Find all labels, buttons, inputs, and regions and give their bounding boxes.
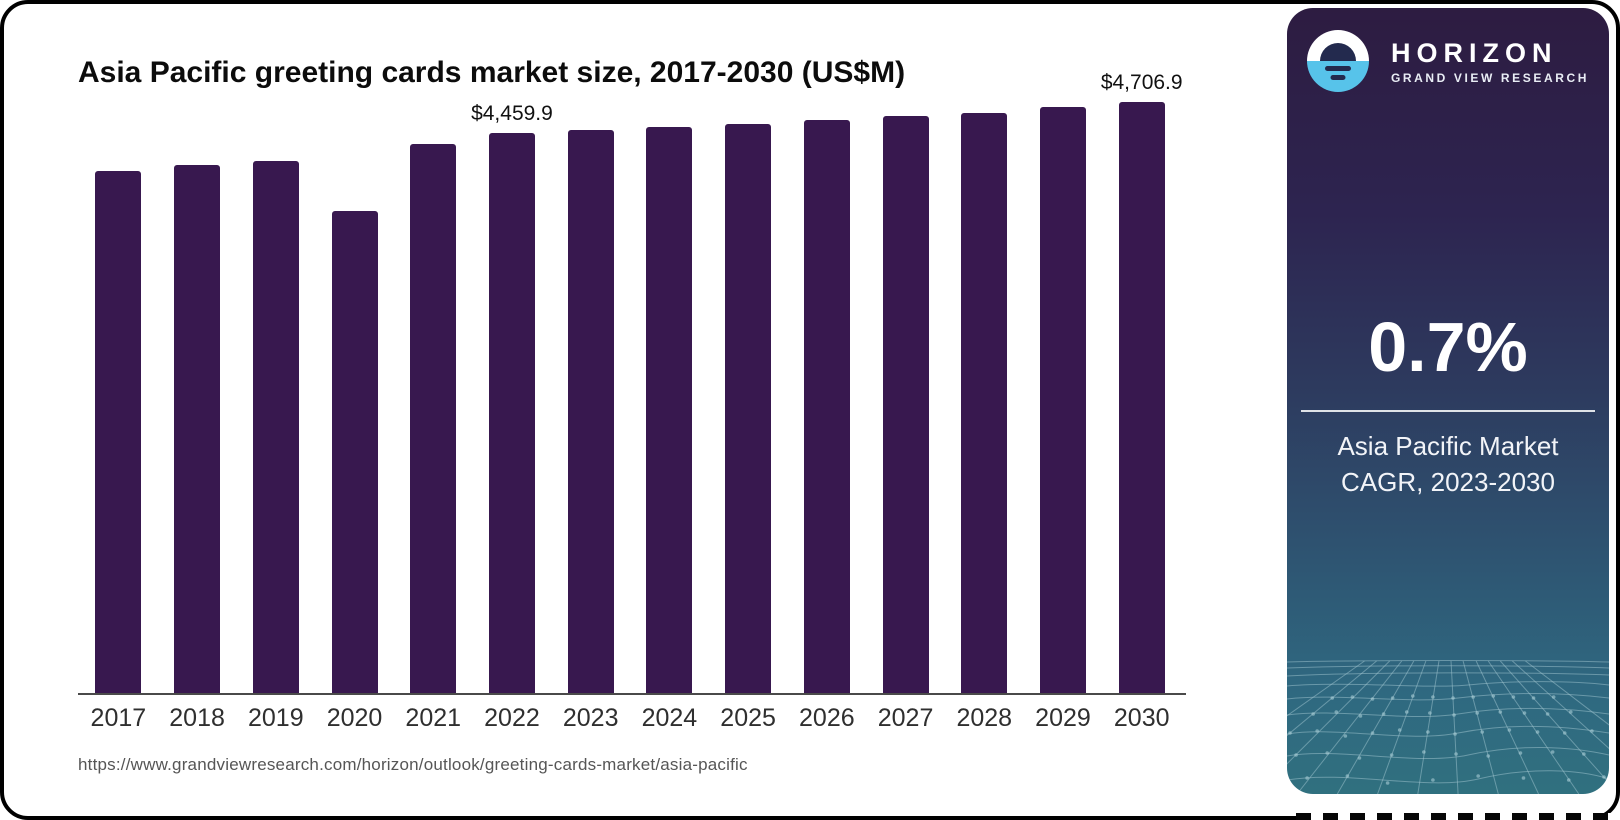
bar-slot (866, 94, 945, 694)
cagr-value: 0.7% (1368, 308, 1528, 386)
x-tick-2022: 2022 (484, 704, 540, 732)
cagr-caption-line1: Asia Pacific Market (1337, 431, 1559, 461)
bar-slot (630, 94, 709, 694)
bar-slot: $4,706.9 (1101, 71, 1183, 694)
bar-slot (709, 94, 788, 694)
bar-2023 (567, 130, 614, 694)
x-tick-2017: 2017 (90, 704, 147, 732)
x-axis-line (78, 693, 1186, 695)
x-tick-2027: 2027 (877, 704, 934, 732)
bar-slot (394, 94, 473, 694)
x-tick-2025: 2025 (720, 704, 776, 732)
bar-2017 (95, 171, 142, 694)
bar-slot (945, 94, 1024, 694)
x-tick-2026: 2026 (799, 704, 855, 732)
bar-2026 (803, 120, 850, 694)
bar-2019 (252, 161, 299, 694)
brand-text: HORIZON GRAND VIEW RESEARCH (1391, 38, 1589, 85)
sun-dome-shape (1319, 43, 1356, 61)
source-url: https://www.grandviewresearch.com/horizo… (78, 755, 748, 774)
bar-2021 (410, 144, 457, 694)
bar-slot (158, 94, 237, 694)
cagr-caption-line2: CAGR, 2023-2030 (1341, 467, 1555, 497)
x-tick-2028: 2028 (956, 704, 1013, 732)
bar-slot: $4,459.9 (471, 94, 553, 694)
x-tick-2030: 2030 (1113, 704, 1170, 732)
x-tick-2020: 2020 (326, 704, 383, 732)
x-tick-2029: 2029 (1035, 704, 1091, 732)
bar-2018 (174, 165, 221, 694)
bar-plot: $4,459.9 $4,706.9 (79, 71, 1183, 694)
reflection-line (1330, 75, 1346, 80)
brand-name: HORIZON (1390, 37, 1558, 68)
brand-subtitle: GRAND VIEW RESEARCH (1390, 70, 1590, 85)
x-tick-2024: 2024 (641, 704, 698, 732)
bar-slot (79, 94, 158, 694)
bar-2027 (882, 116, 929, 694)
bar-2028 (961, 113, 1008, 694)
data-label-2022: $4,459.9 (471, 102, 553, 125)
brand-panel: HORIZON GRAND VIEW RESEARCH 0.7% Asia Pa… (1287, 8, 1609, 794)
wireframe-mesh-decoration (1287, 660, 1609, 794)
bar-2022: $4,459.9 (471, 102, 553, 694)
horizon-sunset-sphere-icon (1306, 30, 1369, 92)
brand-logo-lockup: HORIZON GRAND VIEW RESEARCH (1287, 30, 1609, 92)
bar-slot (315, 94, 394, 694)
bar-slot (787, 94, 866, 694)
divider-line (1301, 410, 1595, 412)
bar-slot (236, 94, 315, 694)
bar-2030: $4,706.9 (1101, 71, 1183, 694)
bar-2020 (331, 211, 378, 694)
bar-2029 (1039, 107, 1086, 694)
reflection-line (1324, 66, 1351, 71)
bottom-edge-dashes (1296, 813, 1620, 820)
x-tick-2019: 2019 (247, 704, 304, 732)
bar-slot (551, 94, 630, 694)
data-label-2030: $4,706.9 (1100, 71, 1183, 94)
chart-title: Asia Pacific greeting cards market size,… (78, 56, 906, 90)
x-axis-labels: 2017 2018 2019 2020 2021 2022 2023 2024 2025 2026… (79, 704, 1181, 733)
x-tick-2021: 2021 (405, 704, 462, 732)
bar-2024 (646, 127, 693, 694)
x-tick-2018: 2018 (169, 704, 225, 732)
bar-2025 (725, 124, 772, 694)
x-tick-2023: 2023 (562, 704, 619, 732)
cagr-block: 0.7% Asia Pacific Market CAGR, 2023-2030 (1287, 308, 1609, 500)
bar-slot (1024, 94, 1103, 694)
